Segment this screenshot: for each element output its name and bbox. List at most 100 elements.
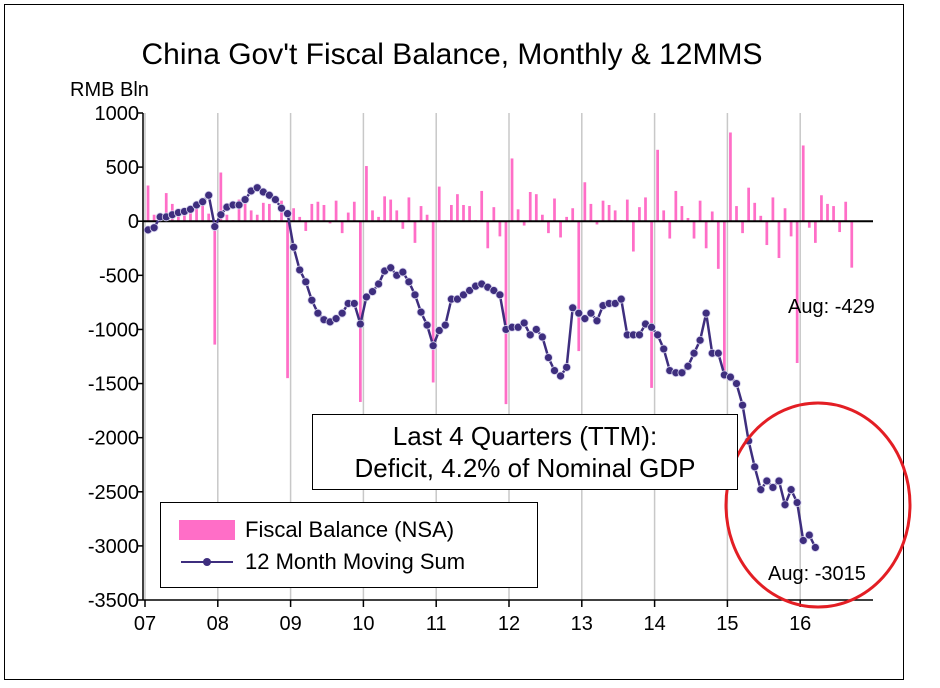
line-point: [647, 322, 656, 332]
bar: [352, 201, 356, 222]
bar: [486, 221, 490, 249]
line-point: [374, 279, 383, 289]
bar: [650, 221, 653, 388]
line-point: [762, 476, 772, 486]
bar: [268, 203, 271, 222]
bar: [795, 221, 799, 363]
line-point: [289, 242, 299, 252]
y-tick-labels: 1000 500 0 -500 -1000 -1500 -2000 -2500 -3000 -35…: [88, 103, 143, 612]
line-point: [398, 267, 408, 277]
line-point: [695, 335, 705, 345]
bar: [741, 221, 744, 234]
bar: [729, 132, 732, 222]
line-point: [489, 286, 499, 295]
line-point: [277, 203, 286, 213]
bar: [419, 206, 423, 222]
x-tick-label: 11: [426, 613, 447, 635]
bar: [638, 207, 641, 222]
line-point: [635, 330, 644, 340]
line-point: [798, 536, 808, 545]
line-point: [732, 379, 741, 388]
bar: [383, 196, 386, 222]
bar: [704, 221, 708, 249]
bar: [747, 187, 750, 222]
x-tick-label: 15: [716, 613, 738, 635]
bar: [553, 198, 556, 222]
bar: [547, 221, 550, 234]
bar: [164, 193, 168, 222]
line-point: [331, 314, 341, 324]
line-point: [519, 318, 529, 328]
line-point: [434, 326, 444, 335]
bar: [716, 221, 720, 269]
line-point: [416, 307, 426, 317]
bar: [201, 204, 204, 222]
line-point: [186, 204, 195, 214]
line-point: [810, 543, 820, 552]
bar: [656, 149, 659, 222]
line-point: [738, 400, 747, 410]
line-point: [556, 371, 565, 381]
bar: [462, 204, 465, 222]
line-point: [616, 294, 626, 304]
bar: [565, 216, 568, 222]
legend: Fiscal Balance (NSA) 12 Month Moving Sum: [160, 502, 538, 588]
bar: [219, 172, 223, 222]
line-point: [677, 368, 687, 378]
line-point: [210, 222, 220, 232]
bar: [753, 202, 757, 222]
bar: [195, 201, 198, 222]
line-point: [440, 320, 450, 330]
line-point: [792, 498, 802, 508]
line-point: [653, 330, 663, 340]
line-point: [198, 197, 208, 207]
line-point: [768, 483, 778, 492]
bar: [425, 214, 429, 222]
bar: [783, 208, 787, 222]
bar: [243, 198, 247, 222]
y-tick-label: -2500: [88, 482, 139, 504]
axes: [142, 113, 873, 601]
bar: [765, 221, 769, 246]
line-point: [355, 319, 365, 329]
line-point: [701, 308, 711, 318]
bar: [777, 221, 781, 259]
bar: [680, 206, 684, 222]
highlight-circle: [724, 401, 912, 609]
line-point: [410, 290, 420, 300]
line-point: [234, 200, 244, 210]
bar: [298, 216, 302, 222]
line-point: [544, 353, 553, 362]
bar: [771, 197, 775, 222]
x-tick-label: 09: [279, 613, 301, 635]
line-point: [465, 286, 474, 295]
x-tick-label: 07: [134, 613, 156, 635]
line-point: [240, 195, 250, 204]
bar: [468, 206, 471, 222]
line-point: [562, 362, 572, 372]
bar: [401, 221, 405, 229]
line-point: [568, 303, 578, 313]
moving-sum-line: [147, 186, 817, 549]
bar: [310, 203, 314, 222]
line-point: [683, 361, 693, 371]
y-tick-label: -2000: [88, 428, 139, 450]
line-point: [368, 287, 377, 296]
line-point: [586, 308, 596, 318]
line-point: [610, 299, 620, 308]
bar: [668, 221, 672, 239]
fiscal-balance-bars: [146, 132, 854, 405]
line-point: [525, 330, 535, 340]
y-tick-label: -1000: [88, 319, 139, 341]
legend-item-bars: Fiscal Balance (NSA): [179, 517, 454, 543]
line-point: [349, 299, 359, 308]
bar: [152, 214, 156, 222]
line-point: [689, 348, 699, 358]
line-point: [295, 265, 305, 275]
bar: [583, 182, 587, 222]
bar: [304, 221, 308, 231]
bar: [237, 199, 241, 222]
bar: [346, 212, 350, 222]
bar: [516, 209, 520, 222]
x-tick-label: 12: [498, 613, 520, 635]
